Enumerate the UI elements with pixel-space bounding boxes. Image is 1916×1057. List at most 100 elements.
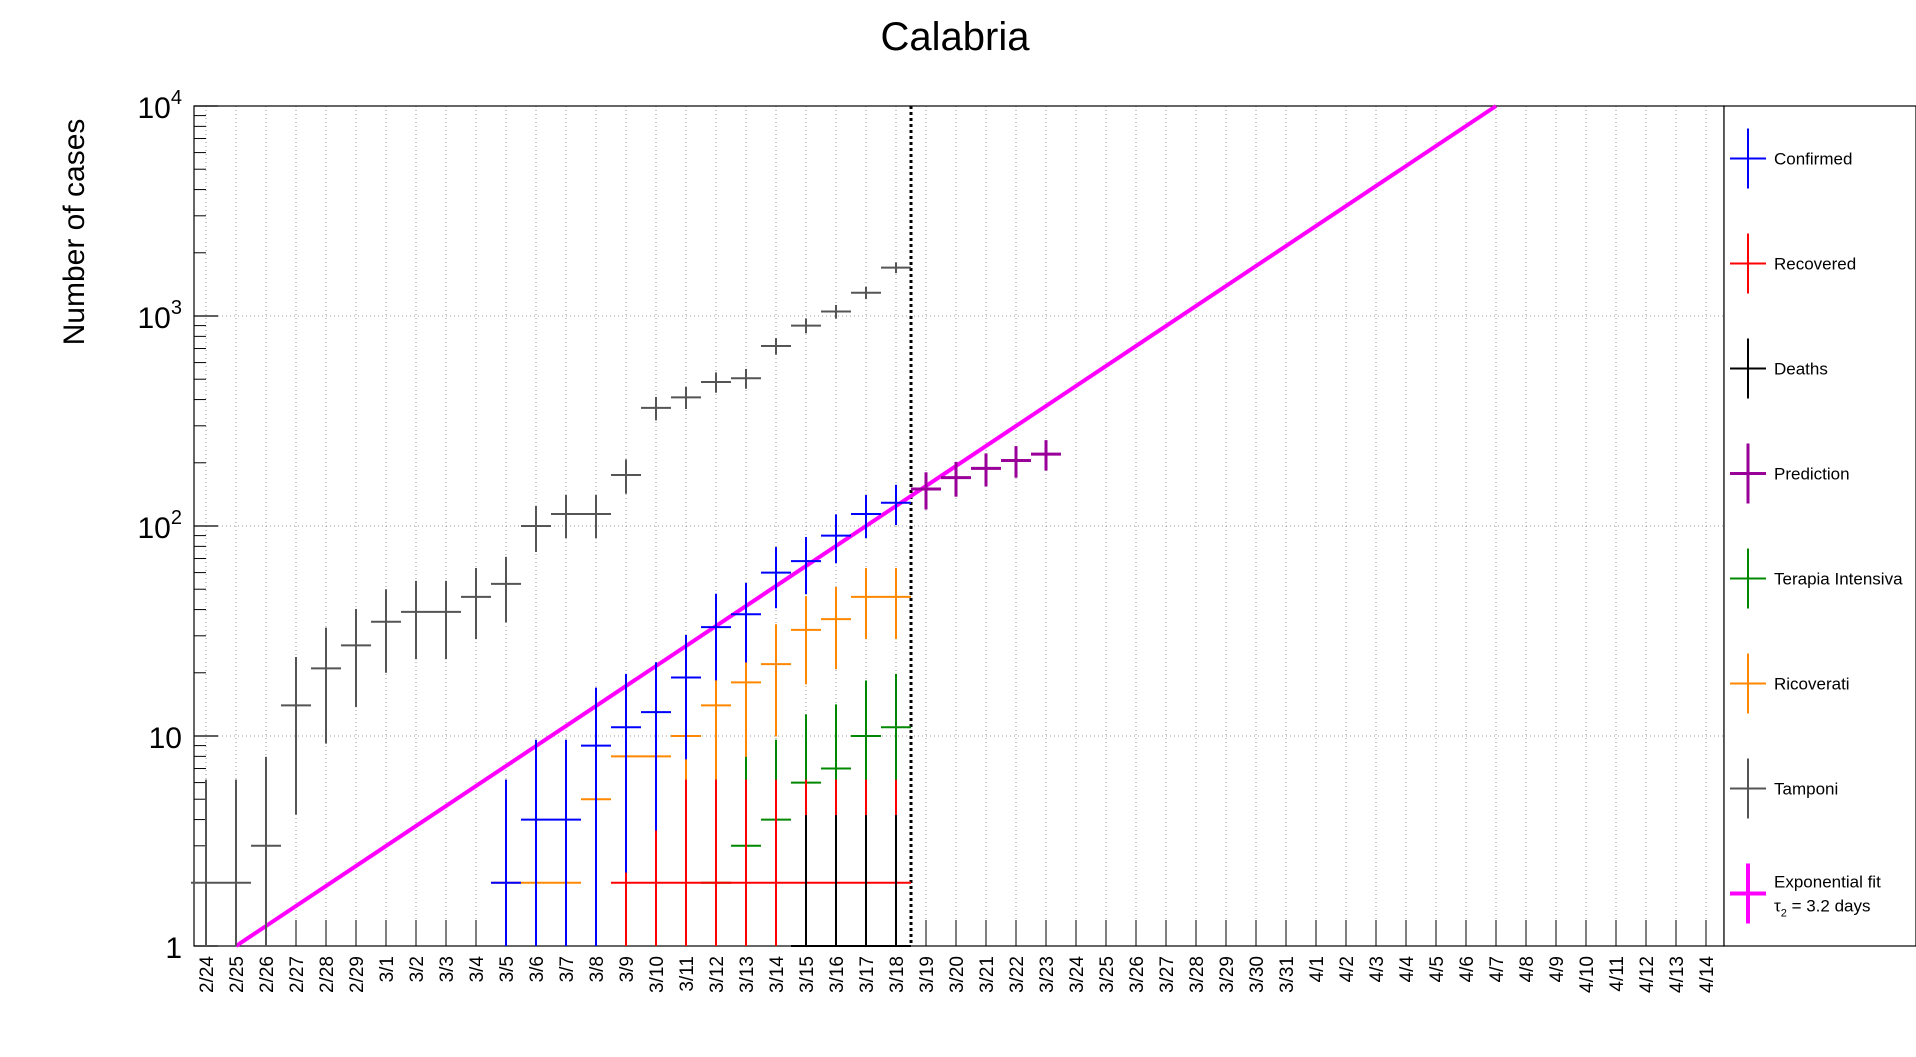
x-tick-label: 3/1 xyxy=(377,956,398,982)
x-tick-label: 3/12 xyxy=(707,956,728,993)
x-tick-label: 4/12 xyxy=(1637,956,1658,993)
tamponi-point xyxy=(551,495,581,539)
tamponi-point xyxy=(731,368,761,389)
tamponi-point xyxy=(191,779,221,946)
y-tick-label: 103 xyxy=(138,297,183,335)
legend-item-tamponi: Tamponi xyxy=(1730,758,1838,819)
x-tick-label: 3/22 xyxy=(1007,956,1028,993)
legend-item-prediction: Prediction xyxy=(1730,443,1850,504)
marks-layer xyxy=(191,104,1498,948)
recovered-point xyxy=(761,779,791,946)
legend-label: Prediction xyxy=(1774,465,1850,484)
x-tick-label: 3/28 xyxy=(1187,956,1208,993)
confirmed-point xyxy=(641,662,671,831)
legend-label: Ricoverati xyxy=(1774,675,1850,694)
x-tick-label: 3/5 xyxy=(497,956,518,982)
ricoverati-point xyxy=(881,568,911,640)
x-tick-label: 3/25 xyxy=(1097,956,1118,993)
x-tick-label: 3/20 xyxy=(947,956,968,993)
x-tick-label: 3/30 xyxy=(1247,956,1268,993)
tamponi-point xyxy=(641,396,671,421)
legend-item-deaths: Deaths xyxy=(1730,338,1828,399)
x-tick-label: 3/9 xyxy=(617,956,638,982)
legend-box xyxy=(1723,105,1916,947)
deaths-point xyxy=(791,815,821,947)
confirmed-point xyxy=(551,739,581,946)
x-tick-label: 4/6 xyxy=(1457,956,1478,982)
legend-label-fit-tau: τ2 = 3.2 days xyxy=(1774,897,1870,920)
prediction-point xyxy=(911,472,941,510)
legend-label: Tamponi xyxy=(1774,780,1838,799)
tamponi-point xyxy=(671,386,701,410)
tamponi-point xyxy=(221,779,251,946)
x-tick-label: 3/18 xyxy=(887,956,908,993)
legend-item-recovered: Recovered xyxy=(1730,233,1856,294)
tamponi-point xyxy=(401,580,431,660)
confirmed-point xyxy=(731,582,761,663)
tamponi-point xyxy=(461,568,491,640)
confirmed-point xyxy=(671,635,701,760)
x-tick-label: 3/27 xyxy=(1157,956,1178,993)
x-tick-label: 3/14 xyxy=(767,956,788,993)
tamponi-point xyxy=(431,580,461,660)
tamponi-point xyxy=(251,756,281,946)
recovered-point xyxy=(701,779,731,946)
tamponi-point xyxy=(491,556,521,623)
confirmed-point xyxy=(701,593,731,681)
tamponi-point xyxy=(611,459,641,494)
x-tick-label: 3/23 xyxy=(1037,956,1058,993)
x-tick-label: 4/1 xyxy=(1307,956,1328,982)
x-tick-label: 4/10 xyxy=(1577,956,1598,993)
x-tick-label: 3/29 xyxy=(1217,956,1238,993)
x-tick-label: 2/28 xyxy=(317,956,338,993)
x-tick-label: 4/14 xyxy=(1697,956,1718,993)
legend-label: Terapia Intensiva xyxy=(1774,570,1903,589)
x-tick-label: 4/9 xyxy=(1547,956,1568,982)
ricoverati-point xyxy=(761,624,791,737)
confirmed-point xyxy=(581,687,611,946)
x-tick-label: 2/26 xyxy=(257,956,278,993)
x-tick-label: 3/31 xyxy=(1277,956,1298,993)
x-tick-label: 3/11 xyxy=(677,956,698,992)
confirmed-point xyxy=(851,495,881,539)
tamponi-point xyxy=(881,262,911,274)
y-tick-label: 102 xyxy=(138,507,183,545)
ricoverati-point xyxy=(851,568,881,640)
x-tick-label: 3/2 xyxy=(407,956,428,982)
x-tick-label: 3/21 xyxy=(977,956,998,993)
legend-item-terapia-intensiva: Terapia Intensiva xyxy=(1730,548,1903,609)
x-tick-label: 2/27 xyxy=(287,956,308,993)
x-tick-label: 4/11 xyxy=(1607,956,1628,992)
x-tick-label: 4/2 xyxy=(1337,956,1358,982)
tamponi-point xyxy=(581,495,611,539)
prediction-point xyxy=(1001,446,1031,478)
x-tick-label: 3/24 xyxy=(1067,956,1088,993)
tamponi-point xyxy=(821,304,851,319)
legend-label: Recovered xyxy=(1774,255,1856,274)
chart-title: Calabria xyxy=(881,15,1031,59)
tamponi-point xyxy=(311,627,341,744)
tamponi-point xyxy=(791,318,821,334)
y-axis-label: Number of cases xyxy=(58,119,91,346)
y-tick-label: 10 xyxy=(149,722,182,755)
confirmed-point xyxy=(491,779,521,946)
x-tick-label: 2/25 xyxy=(227,956,248,993)
prediction-point xyxy=(941,461,971,497)
tamponi-point xyxy=(281,656,311,815)
tamponi-point xyxy=(701,372,731,393)
prediction-point xyxy=(971,453,1001,487)
y-tick-label: 104 xyxy=(138,87,183,125)
confirmed-point xyxy=(821,514,851,564)
ricoverati-point xyxy=(821,587,851,670)
confirmed-point xyxy=(791,537,821,595)
x-tick-label: 3/15 xyxy=(797,956,818,993)
deaths-point xyxy=(881,815,911,947)
x-tick-label: 3/26 xyxy=(1127,956,1148,993)
x-tick-label: 2/29 xyxy=(347,956,368,993)
legend-label: Confirmed xyxy=(1774,150,1852,169)
tamponi-point xyxy=(341,608,371,708)
x-tick-label: 3/6 xyxy=(527,956,548,982)
recovered-point xyxy=(671,779,701,946)
x-tick-label: 4/13 xyxy=(1667,956,1688,993)
